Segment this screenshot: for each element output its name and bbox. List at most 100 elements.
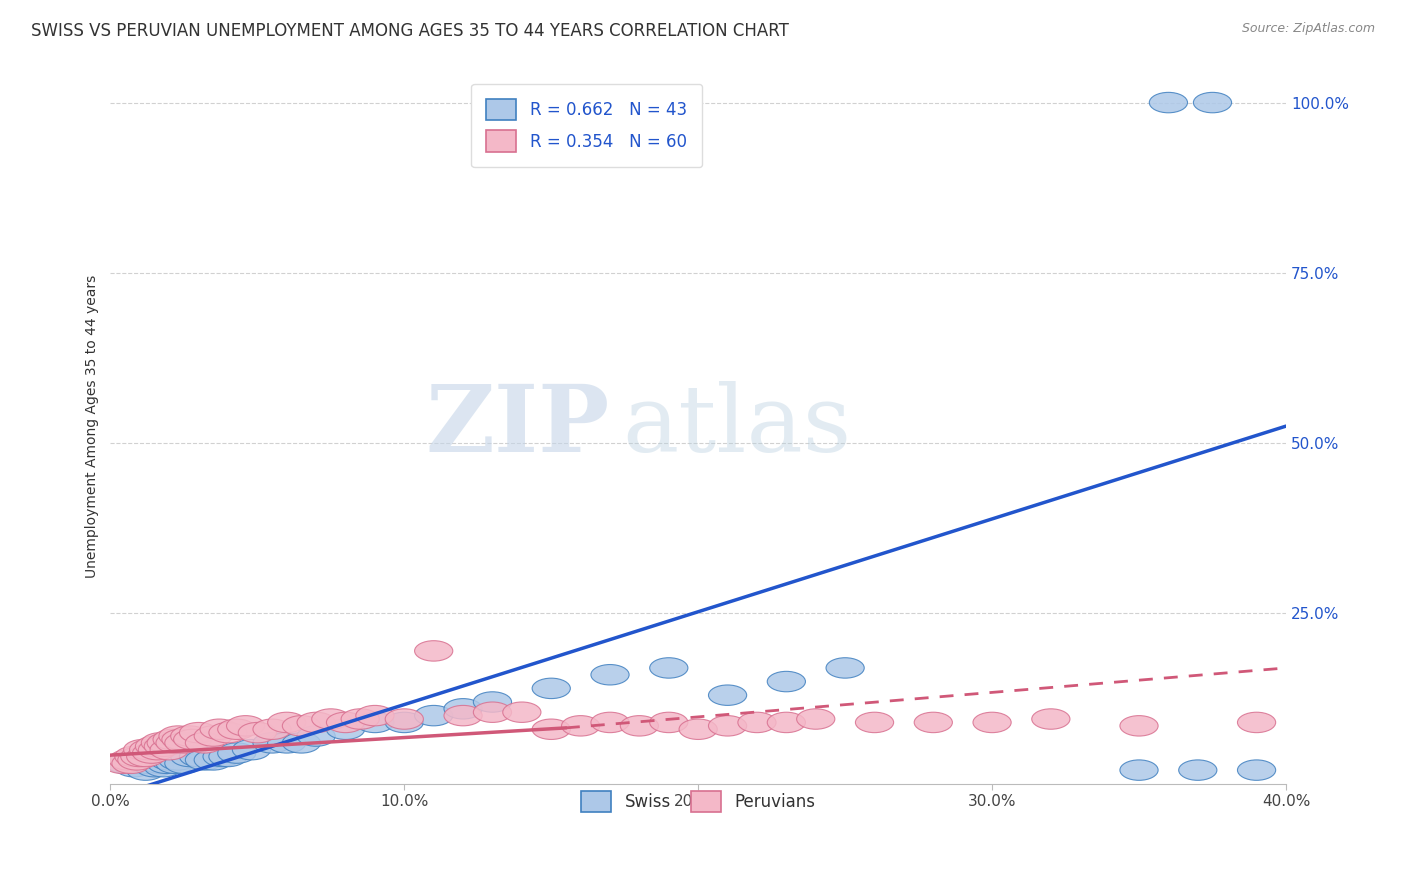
- Ellipse shape: [973, 712, 1011, 732]
- Y-axis label: Unemployment Among Ages 35 to 44 years: Unemployment Among Ages 35 to 44 years: [86, 275, 100, 578]
- Ellipse shape: [165, 753, 202, 773]
- Ellipse shape: [209, 723, 247, 743]
- Ellipse shape: [170, 726, 209, 747]
- Ellipse shape: [141, 753, 180, 773]
- Text: SWISS VS PERUVIAN UNEMPLOYMENT AMONG AGES 35 TO 44 YEARS CORRELATION CHART: SWISS VS PERUVIAN UNEMPLOYMENT AMONG AGE…: [31, 22, 789, 40]
- Ellipse shape: [159, 726, 197, 747]
- Ellipse shape: [141, 732, 180, 753]
- Ellipse shape: [356, 712, 394, 732]
- Ellipse shape: [150, 749, 188, 770]
- Ellipse shape: [531, 719, 571, 739]
- Ellipse shape: [768, 712, 806, 732]
- Ellipse shape: [312, 709, 350, 730]
- Ellipse shape: [1149, 93, 1188, 112]
- Ellipse shape: [124, 739, 162, 760]
- Ellipse shape: [156, 753, 194, 773]
- Ellipse shape: [194, 726, 232, 747]
- Ellipse shape: [503, 702, 541, 723]
- Ellipse shape: [121, 747, 159, 767]
- Ellipse shape: [709, 685, 747, 706]
- Ellipse shape: [135, 756, 173, 777]
- Ellipse shape: [385, 712, 423, 732]
- Ellipse shape: [138, 739, 177, 760]
- Ellipse shape: [118, 749, 156, 770]
- Ellipse shape: [135, 747, 173, 767]
- Ellipse shape: [186, 749, 224, 770]
- Ellipse shape: [112, 753, 150, 773]
- Ellipse shape: [914, 712, 952, 732]
- Ellipse shape: [827, 657, 865, 678]
- Ellipse shape: [253, 732, 291, 753]
- Text: Source: ZipAtlas.com: Source: ZipAtlas.com: [1241, 22, 1375, 36]
- Ellipse shape: [148, 753, 186, 773]
- Ellipse shape: [135, 736, 173, 756]
- Ellipse shape: [650, 657, 688, 678]
- Ellipse shape: [444, 698, 482, 719]
- Text: ZIP: ZIP: [426, 381, 610, 471]
- Ellipse shape: [297, 712, 335, 732]
- Ellipse shape: [797, 709, 835, 730]
- Ellipse shape: [209, 747, 247, 767]
- Ellipse shape: [129, 753, 167, 773]
- Ellipse shape: [129, 739, 167, 760]
- Ellipse shape: [105, 753, 145, 773]
- Ellipse shape: [165, 732, 202, 753]
- Ellipse shape: [180, 723, 218, 743]
- Ellipse shape: [620, 715, 658, 736]
- Ellipse shape: [150, 739, 188, 760]
- Ellipse shape: [156, 732, 194, 753]
- Ellipse shape: [108, 749, 148, 770]
- Ellipse shape: [1194, 93, 1232, 112]
- Ellipse shape: [194, 749, 232, 770]
- Ellipse shape: [474, 702, 512, 723]
- Ellipse shape: [415, 706, 453, 726]
- Ellipse shape: [385, 709, 423, 730]
- Ellipse shape: [561, 715, 600, 736]
- Ellipse shape: [218, 719, 256, 739]
- Ellipse shape: [127, 760, 165, 780]
- Ellipse shape: [232, 739, 270, 760]
- Ellipse shape: [226, 715, 264, 736]
- Ellipse shape: [650, 712, 688, 732]
- Ellipse shape: [1121, 760, 1159, 780]
- Ellipse shape: [474, 692, 512, 712]
- Ellipse shape: [709, 715, 747, 736]
- Ellipse shape: [162, 730, 200, 749]
- Ellipse shape: [326, 712, 364, 732]
- Ellipse shape: [326, 719, 364, 739]
- Ellipse shape: [297, 726, 335, 747]
- Ellipse shape: [173, 730, 212, 749]
- Ellipse shape: [170, 747, 209, 767]
- Ellipse shape: [1121, 715, 1159, 736]
- Ellipse shape: [253, 719, 291, 739]
- Ellipse shape: [356, 706, 394, 726]
- Ellipse shape: [218, 743, 256, 764]
- Ellipse shape: [267, 712, 307, 732]
- Ellipse shape: [444, 706, 482, 726]
- Ellipse shape: [283, 715, 321, 736]
- Ellipse shape: [159, 749, 197, 770]
- Ellipse shape: [148, 732, 186, 753]
- Ellipse shape: [103, 753, 141, 773]
- Ellipse shape: [267, 732, 307, 753]
- Text: atlas: atlas: [621, 381, 851, 471]
- Ellipse shape: [1178, 760, 1218, 780]
- Ellipse shape: [186, 732, 224, 753]
- Ellipse shape: [153, 730, 191, 749]
- Ellipse shape: [768, 672, 806, 692]
- Ellipse shape: [1237, 712, 1275, 732]
- Ellipse shape: [127, 747, 165, 767]
- Ellipse shape: [415, 640, 453, 661]
- Ellipse shape: [342, 709, 380, 730]
- Ellipse shape: [531, 678, 571, 698]
- Ellipse shape: [121, 753, 159, 773]
- Ellipse shape: [200, 719, 238, 739]
- Ellipse shape: [679, 719, 717, 739]
- Ellipse shape: [115, 756, 153, 777]
- Ellipse shape: [202, 747, 242, 767]
- Ellipse shape: [180, 747, 218, 767]
- Ellipse shape: [145, 736, 183, 756]
- Legend: Swiss, Peruvians: Swiss, Peruvians: [568, 778, 828, 825]
- Ellipse shape: [591, 712, 628, 732]
- Ellipse shape: [1237, 760, 1275, 780]
